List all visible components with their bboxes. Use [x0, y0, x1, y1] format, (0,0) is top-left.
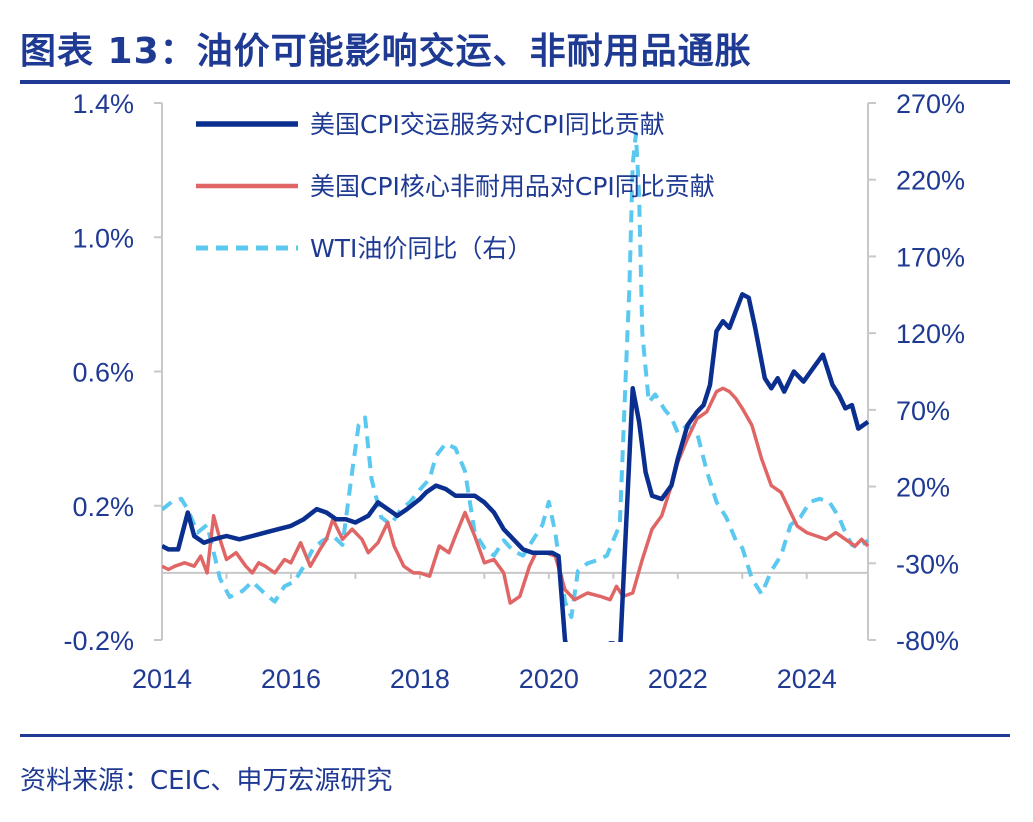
- series-core-nondurables-line: [162, 386, 870, 605]
- x-tick-label: 2018: [390, 664, 450, 694]
- footer-divider: [20, 734, 1010, 737]
- legend-label-3: WTI油价同比（右）: [310, 234, 532, 263]
- series-transport-services-line: [162, 292, 870, 642]
- legend-label-1: 美国CPI交运服务对CPI同比贡献: [310, 110, 665, 139]
- right-tick-label: 220%: [896, 166, 965, 196]
- left-tick-label: 0.6%: [72, 358, 134, 388]
- right-tick-label: 20%: [896, 473, 950, 503]
- right-tick-label: -30%: [896, 549, 959, 579]
- right-tick-label: 170%: [896, 242, 965, 272]
- title-divider: [20, 80, 1010, 84]
- chart-title: 图表 13：油价可能影响交运、非耐用品通胀: [20, 31, 752, 72]
- left-tick-label: 0.2%: [72, 492, 134, 522]
- left-tick-label: 1.4%: [72, 89, 134, 119]
- x-tick-label: 2016: [261, 664, 321, 694]
- right-tick-label: -80%: [896, 626, 959, 656]
- right-tick-label: 270%: [896, 89, 965, 119]
- right-tick-label: 70%: [896, 396, 950, 426]
- legend-label-2: 美国CPI核心非耐用品对CPI同比贡献: [310, 172, 715, 201]
- left-tick-label: -0.2%: [63, 626, 134, 656]
- series-wti-yoy-line: [162, 131, 870, 619]
- right-tick-label: 120%: [896, 319, 965, 349]
- x-tick-label: 2020: [519, 664, 579, 694]
- chart: 1.4% 1.0% 0.6% 0.2% -0.2% 270% 220% 170% 120% 70%…: [63, 89, 965, 694]
- left-tick-label: 1.0%: [72, 223, 134, 253]
- x-tick-label: 2024: [777, 664, 837, 694]
- x-tick-label: 2014: [132, 664, 192, 694]
- source-note: 资料来源：CEIC、申万宏源研究: [20, 766, 393, 796]
- x-tick-label: 2022: [648, 664, 708, 694]
